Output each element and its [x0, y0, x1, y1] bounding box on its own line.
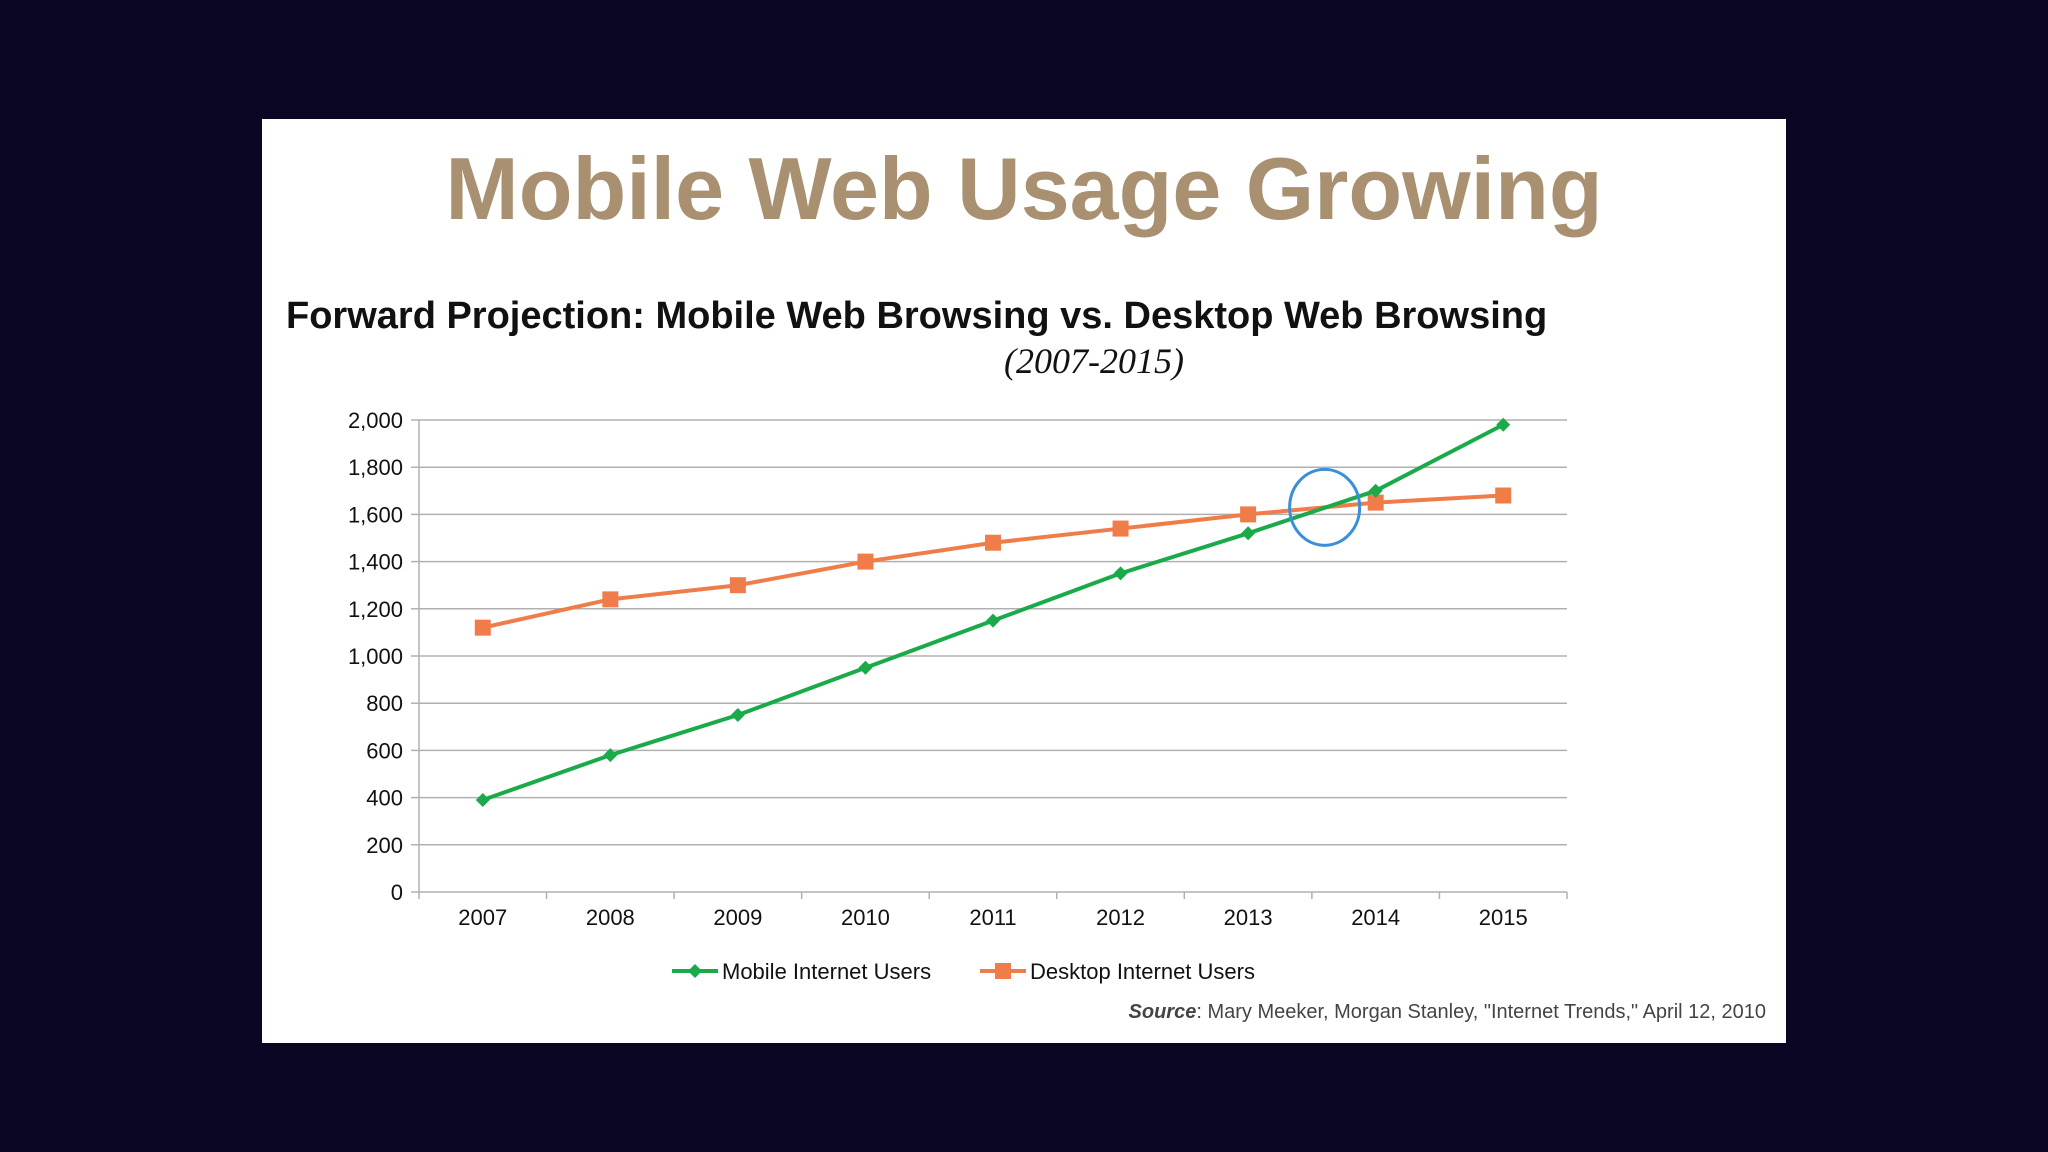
- legend-label: Mobile Internet Users: [722, 959, 931, 984]
- y-tick-label: 200: [366, 833, 403, 858]
- data-point: [602, 591, 619, 608]
- source-citation: Source: Mary Meeker, Morgan Stanley, "In…: [1129, 999, 1766, 1025]
- x-tick-label: 2012: [1096, 905, 1145, 930]
- x-tick-label: 2009: [713, 905, 762, 930]
- data-point: [730, 708, 745, 722]
- y-tick-label: 1,600: [348, 502, 403, 527]
- data-point: [1367, 494, 1384, 511]
- x-tick-label: 2015: [1479, 905, 1528, 930]
- y-tick-label: 1,400: [348, 550, 403, 575]
- data-point: [1112, 520, 1129, 537]
- data-point: [729, 577, 746, 594]
- y-tick-label: 400: [366, 786, 403, 811]
- slide: Mobile Web Usage Growing Forward Project…: [262, 119, 1786, 1043]
- data-point: [985, 534, 1001, 551]
- series-mobile: [475, 417, 1511, 807]
- gridlines: [419, 419, 1567, 846]
- legend-item-desktop: Desktop Internet Users: [980, 959, 1255, 984]
- chart-subtitle: (2007-2015): [1004, 341, 1184, 381]
- data-point: [474, 619, 491, 636]
- y-tick-label: 800: [366, 691, 403, 716]
- x-tick-label: 2010: [841, 905, 890, 930]
- data-point: [1240, 506, 1257, 523]
- legend-marker: [688, 964, 702, 978]
- x-tick-label: 2014: [1351, 905, 1400, 930]
- data-point: [475, 792, 490, 807]
- x-tick-label: 2007: [458, 905, 507, 930]
- legend: Mobile Internet Users Desktop Internet Us…: [672, 959, 1255, 984]
- annotations: [1288, 467, 1362, 547]
- data-point: [858, 660, 873, 675]
- data-point: [1496, 417, 1511, 432]
- data-point: [603, 748, 618, 763]
- y-tick-label: 600: [366, 738, 403, 763]
- x-tick-labels: 2007 2008 2009 2010 2011 2012 2013 2014 2015: [458, 905, 1527, 930]
- line-chart: 0 200 400 600 800 1,000 1,200 1,400 1,600 1,800 2,…: [348, 408, 1568, 984]
- data-point: [1241, 526, 1256, 541]
- crossover-circle: [1288, 467, 1362, 547]
- y-tick-label: 1,800: [348, 455, 403, 480]
- data-point: [857, 553, 874, 570]
- x-tick-label: 2013: [1224, 905, 1273, 930]
- y-tick-label: 1,000: [348, 644, 403, 669]
- y-tick-label: 0: [391, 880, 403, 905]
- x-tick-label: 2011: [969, 905, 1016, 930]
- source-label: Source: [1128, 1001, 1197, 1023]
- legend-label: Desktop Internet Users: [1030, 959, 1255, 984]
- legend-item-mobile: Mobile Internet Users: [672, 959, 931, 984]
- chart-title: Forward Projection: Mobile Web Browsing …: [286, 295, 1548, 337]
- data-point: [1113, 566, 1128, 581]
- data-point: [986, 613, 1000, 628]
- legend-marker: [995, 963, 1011, 979]
- source-text: : Mary Meeker, Morgan Stanley, "Internet…: [1196, 1001, 1766, 1023]
- y-tick-label: 2,000: [348, 408, 403, 433]
- data-point: [1368, 483, 1383, 498]
- axes: [411, 419, 1568, 899]
- series: [474, 417, 1512, 807]
- slide-title: Mobile Web Usage Growing: [445, 139, 1603, 238]
- x-tick-label: 2008: [586, 905, 635, 930]
- y-tick-labels: 0 200 400 600 800 1,000 1,200 1,400 1,600 1,800 2,…: [348, 408, 403, 905]
- y-tick-label: 1,200: [348, 597, 403, 622]
- data-point: [1495, 487, 1512, 504]
